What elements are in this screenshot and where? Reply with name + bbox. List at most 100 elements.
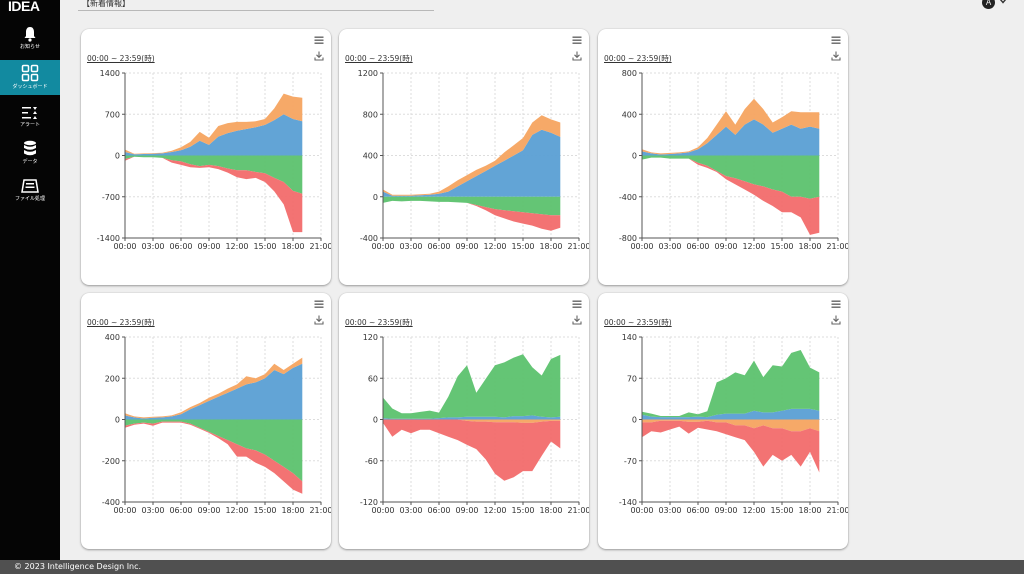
area-series-green [642, 350, 820, 418]
time-range-link[interactable]: 00:00 ~ 23:59(時) [604, 318, 672, 327]
x-tick-label: 18:00 [539, 506, 562, 515]
download-icon[interactable] [314, 315, 324, 325]
y-tick-label: 70 [627, 374, 637, 383]
x-tick-label: 03:00 [399, 506, 422, 515]
y-tick-label: 60 [368, 374, 378, 383]
area-series-blue [383, 129, 561, 197]
x-tick-label: 03:00 [658, 242, 681, 251]
x-tick-label: 21:00 [567, 242, 589, 251]
sidebar-item-label: お知らせ [20, 44, 40, 50]
x-tick-label: 18:00 [798, 506, 821, 515]
x-tick-label: 15:00 [253, 506, 276, 515]
y-tick-label: 0 [373, 416, 378, 425]
x-tick-label: 18:00 [539, 242, 562, 251]
area-series-green [125, 419, 303, 482]
x-tick-label: 21:00 [309, 506, 331, 515]
y-tick-label: 700 [105, 110, 120, 119]
y-tick-label: 0 [373, 193, 378, 202]
download-icon[interactable] [831, 51, 841, 61]
app-logo[interactable]: IDEA [8, 0, 40, 14]
area-series-orange [383, 419, 561, 423]
footer: © 2023 Intelligence Design Inc. [0, 560, 1024, 574]
hamburger-menu-icon[interactable] [572, 299, 582, 309]
chart-card: 00:00 ~ 23:59(時) 800 400 0 -400 -800 00:00 03:0… [598, 29, 848, 285]
x-tick-label: 15:00 [253, 242, 276, 251]
x-tick-label: 03:00 [658, 506, 681, 515]
time-range-link[interactable]: 00:00 ~ 23:59(時) [87, 318, 155, 327]
avatar: A [982, 0, 995, 9]
sidebar-item-notifications[interactable]: お知らせ [0, 26, 60, 60]
area-series-blue [642, 408, 820, 420]
sidebar-item-label: データ [22, 159, 38, 165]
x-tick-label: 09:00 [714, 242, 737, 251]
x-tick-label: 09:00 [197, 242, 220, 251]
x-tick-label: 03:00 [399, 242, 422, 251]
time-range-link[interactable]: 00:00 ~ 23:59(時) [345, 54, 413, 63]
x-tick-label: 15:00 [770, 242, 793, 251]
sidebar-item-dashboard[interactable]: ダッシュボード [0, 60, 60, 95]
x-tick-label: 00:00 [371, 242, 394, 251]
x-tick-label: 03:00 [141, 242, 164, 251]
y-tick-label: 1200 [358, 69, 378, 78]
notice-bar[interactable]: 【新着情報】 [78, 0, 434, 11]
sidebar-item-label: ファイル処理 [14, 196, 45, 202]
download-icon[interactable] [572, 51, 582, 61]
area-series-orange [383, 115, 561, 196]
sidebar-item-data[interactable]: データ [0, 140, 60, 174]
download-icon[interactable] [831, 315, 841, 325]
download-icon[interactable] [572, 315, 582, 325]
y-tick-label: -70 [624, 457, 637, 466]
area-series-red [642, 157, 820, 235]
y-tick-label: -60 [365, 457, 378, 466]
y-tick-label: 0 [115, 416, 120, 425]
area-series-red [125, 421, 303, 494]
y-tick-label: 400 [363, 152, 378, 161]
sidebar-item-alerts[interactable]: アラート [0, 106, 60, 140]
chart-card: 00:00 ~ 23:59(時) 120 60 0 -60 -120 00:00 03:00 0… [339, 293, 589, 549]
sidebar: IDEA お知らせ ダッシュボード アラート [0, 0, 60, 574]
x-tick-label: 06:00 [169, 506, 192, 515]
user-menu[interactable]: A [982, 0, 1012, 10]
hamburger-menu-icon[interactable] [314, 35, 324, 45]
x-tick-label: 15:00 [511, 506, 534, 515]
y-tick-label: 140 [622, 333, 637, 342]
area-series-green [642, 155, 820, 199]
x-tick-label: 00:00 [630, 506, 653, 515]
area-series-orange [125, 93, 303, 155]
hamburger-menu-icon[interactable] [831, 35, 841, 45]
x-tick-label: 12:00 [225, 506, 248, 515]
y-tick-label: -1400 [97, 234, 120, 243]
chart-card: 00:00 ~ 23:59(時) 400 200 0 -200 -400 00:00 03:0… [81, 293, 331, 549]
area-series-orange [642, 419, 820, 432]
area-series-blue [125, 114, 303, 156]
x-tick-label: 06:00 [686, 506, 709, 515]
time-range-link[interactable]: 00:00 ~ 23:59(時) [604, 54, 672, 63]
y-tick-label: -700 [102, 193, 120, 202]
time-range-link[interactable]: 00:00 ~ 23:59(時) [87, 54, 155, 63]
dashboard-icon [21, 64, 39, 82]
x-tick-label: 06:00 [169, 242, 192, 251]
x-tick-label: 00:00 [371, 506, 394, 515]
y-tick-label: 0 [632, 152, 637, 161]
chart-card: 00:00 ~ 23:59(時) 140 70 0 -70 -140 00:00 03:00 0… [598, 293, 848, 549]
chart-card: 00:00 ~ 23:59(時) 1200 800 400 0 -400 00:00 03:0… [339, 29, 589, 285]
area-series-orange [642, 98, 820, 155]
y-tick-label: -400 [360, 234, 378, 243]
x-tick-label: 00:00 [113, 506, 136, 515]
hamburger-menu-icon[interactable] [831, 299, 841, 309]
x-tick-label: 06:00 [427, 242, 450, 251]
time-range-link[interactable]: 00:00 ~ 23:59(時) [345, 318, 413, 327]
download-icon[interactable] [314, 51, 324, 61]
y-tick-label: 400 [622, 110, 637, 119]
hamburger-menu-icon[interactable] [572, 35, 582, 45]
x-tick-label: 00:00 [113, 242, 136, 251]
x-tick-label: 18:00 [281, 242, 304, 251]
x-tick-label: 18:00 [798, 242, 821, 251]
y-tick-label: 200 [105, 374, 120, 383]
sidebar-item-file-processing[interactable]: ファイル処理 [0, 178, 60, 212]
area-series-blue [642, 119, 820, 156]
hamburger-menu-icon[interactable] [314, 299, 324, 309]
